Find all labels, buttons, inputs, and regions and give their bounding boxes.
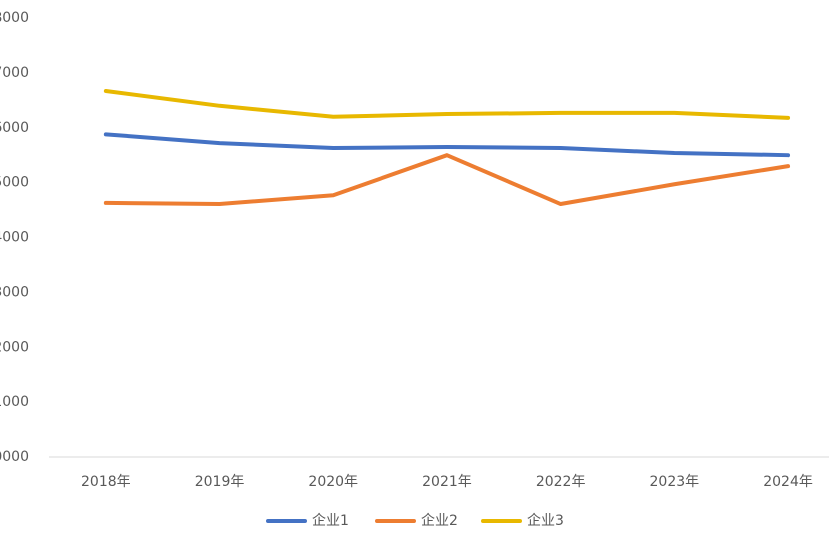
x-tick-label: 2023年 <box>650 474 700 490</box>
series-line <box>103 88 791 120</box>
x-tick-label: 2020年 <box>308 474 358 490</box>
y-tick-label: 16000 <box>0 120 29 136</box>
legend-label: 企业3 <box>527 512 564 529</box>
y-tick-label: 11000 <box>0 394 29 410</box>
y-tick-label: 13000 <box>0 284 29 300</box>
x-tick-label: 2021年 <box>422 474 472 490</box>
y-tick-label: 12000 <box>0 339 29 355</box>
y-tick-label: 15000 <box>0 175 29 191</box>
x-tick-label: 2018年 <box>81 474 131 490</box>
legend-label: 企业1 <box>312 512 349 529</box>
y-tick-label: 18000 <box>0 10 29 26</box>
y-tick-label: 14000 <box>0 230 29 246</box>
x-tick-label: 2019年 <box>195 474 245 490</box>
y-tick-label: 10000 <box>0 449 29 465</box>
legend-label: 企业2 <box>421 512 458 529</box>
x-tick-label: 2024年 <box>763 474 813 490</box>
series-line <box>103 153 791 207</box>
series-line <box>103 132 791 158</box>
y-tick-label: 17000 <box>0 65 29 81</box>
x-tick-label: 2022年 <box>536 474 586 490</box>
